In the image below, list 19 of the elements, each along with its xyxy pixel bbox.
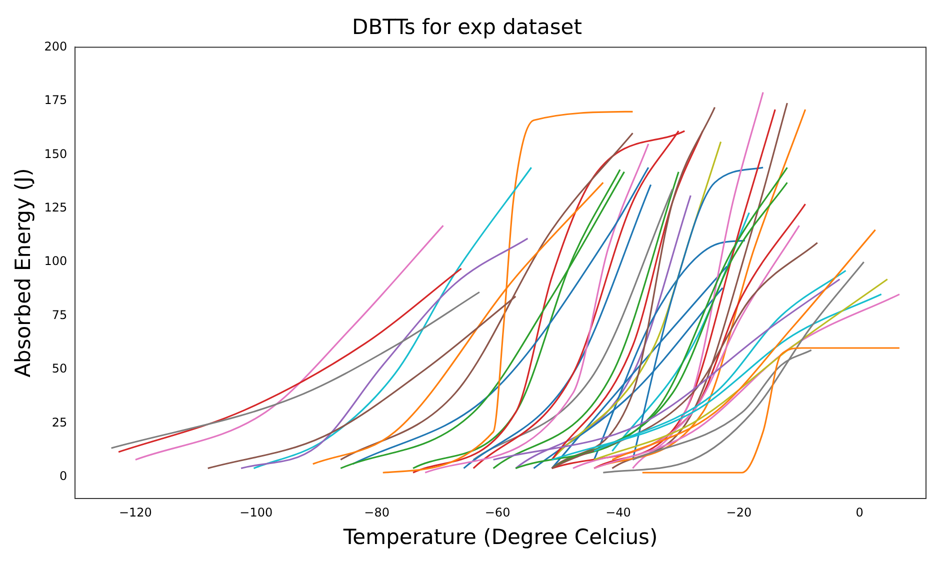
y-axis-title: Absorbed Energy (J) [11, 168, 36, 378]
x-tick-label: −80 [364, 506, 390, 520]
y-tick-label: 100 [44, 254, 68, 268]
x-tick-label: 0 [856, 506, 864, 520]
x-tick-label: −40 [606, 506, 631, 520]
y-tick-label: 50 [52, 362, 68, 376]
x-tick-label: −60 [484, 506, 510, 520]
x-tick-label: −100 [240, 506, 273, 520]
y-tick-label: 175 [44, 93, 68, 108]
y-tick-label: 150 [44, 146, 68, 161]
y-tick-label: 200 [44, 39, 68, 54]
y-tick-label: 125 [44, 200, 68, 214]
y-tick-label: 25 [52, 415, 68, 430]
y-tick-label: 0 [59, 469, 68, 484]
y-tick-label: 75 [52, 308, 68, 322]
chart-title: DBTTs for exp dataset [352, 15, 582, 40]
x-tick-label: −120 [118, 506, 152, 520]
x-tick-label: −20 [726, 506, 752, 520]
x-axis-title: Temperature (Degree Celcius) [342, 524, 658, 549]
